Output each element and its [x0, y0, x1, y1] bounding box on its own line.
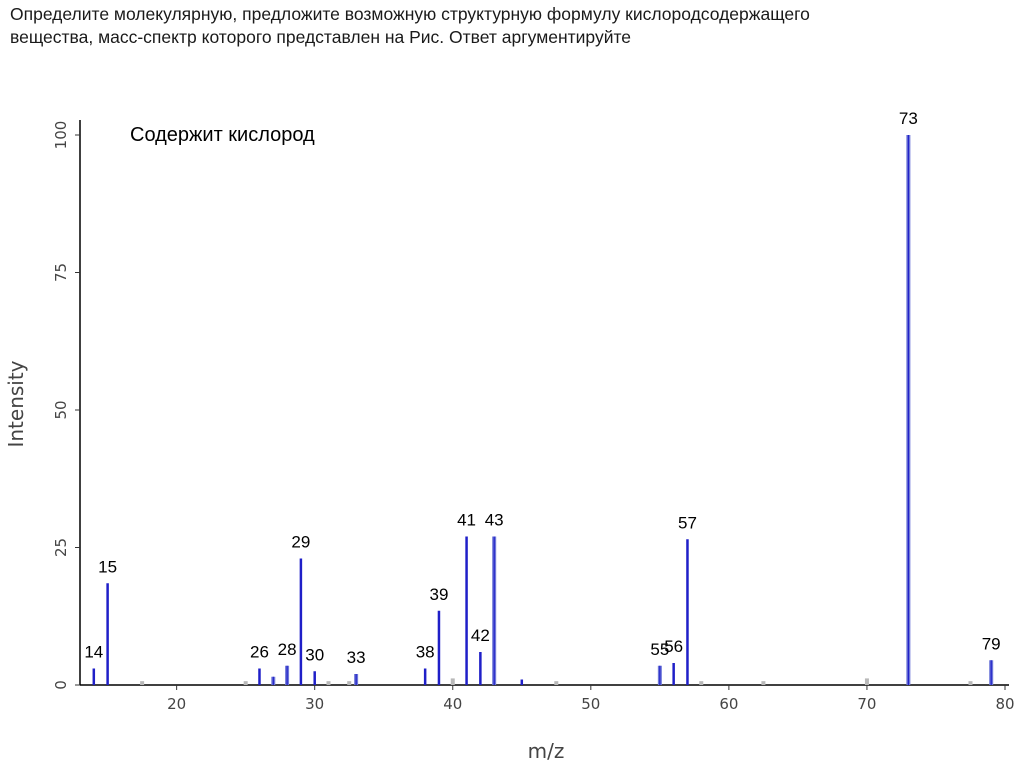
peak-label-28: 28	[278, 640, 297, 659]
peak-label-30: 30	[305, 645, 324, 664]
peak-45	[520, 679, 524, 685]
peak-label-29: 29	[291, 533, 310, 552]
peak-30	[313, 671, 316, 685]
faint-peak-17.5	[140, 681, 145, 685]
peak-label-41: 41	[457, 511, 476, 530]
peak-label-73: 73	[899, 109, 918, 128]
task-text: Определите молекулярную, предложите возм…	[10, 3, 1010, 49]
peak-label-79: 79	[982, 634, 1001, 653]
y-axis-label: Intensity	[4, 360, 28, 447]
y-tick-label-50: 50	[52, 400, 70, 419]
chart-axes: 20 30 40 50 60 70 80 0 25 50 75 100	[52, 120, 1015, 713]
peak-label-55: 55	[650, 640, 669, 659]
peak-core-73	[907, 135, 909, 685]
peak-label-42: 42	[471, 626, 490, 645]
x-tick-label-40: 40	[443, 695, 462, 713]
peak-core-55	[659, 665, 661, 685]
x-tick-label-70: 70	[857, 695, 876, 713]
y-tick-label-75: 75	[52, 263, 70, 282]
peak-38	[423, 668, 427, 685]
peak-label-15: 15	[98, 557, 117, 576]
peak-label-38: 38	[416, 643, 435, 662]
faint-peak-40	[450, 678, 455, 685]
peak-39	[437, 610, 441, 685]
faint-peaks	[140, 678, 973, 685]
faint-peak-32.5	[347, 681, 352, 685]
faint-peak-25	[243, 681, 248, 685]
peak-14	[92, 668, 96, 685]
peak-56	[672, 663, 675, 685]
x-tick-label-80: 80	[995, 695, 1014, 713]
peak-label-56: 56	[664, 637, 683, 656]
faint-peak-31	[326, 681, 331, 685]
faint-peak-62.5	[761, 681, 766, 685]
peak-core-28	[286, 665, 288, 685]
y-tick-label-25: 25	[52, 538, 70, 557]
task-line-1: Определите молекулярную, предложите возм…	[10, 4, 810, 24]
faint-peak-77.5	[968, 681, 973, 685]
x-tick-label-20: 20	[167, 695, 186, 713]
peak-15	[106, 583, 109, 685]
peak-42	[479, 652, 482, 685]
spectrum-peaks	[92, 135, 994, 685]
x-axis-label: m/z	[528, 739, 565, 763]
peak-label-39: 39	[429, 585, 448, 604]
x-tick-label-60: 60	[719, 695, 738, 713]
peak-core-33	[355, 674, 357, 685]
faint-peak-47.5	[554, 681, 559, 685]
peak-core-43	[493, 536, 495, 685]
x-tick-label-50: 50	[581, 695, 600, 713]
peak-41	[465, 536, 468, 685]
peak-29	[299, 558, 303, 685]
peak-label-26: 26	[250, 643, 269, 662]
peak-label-14: 14	[84, 643, 103, 662]
peak-core-27	[272, 676, 274, 685]
faint-peak-70	[864, 678, 869, 685]
task-line-2: вещества, масс-спектр которого представл…	[10, 27, 632, 47]
y-tick-label-100: 100	[52, 121, 70, 150]
oxygen-annotation: Содержит кислород	[130, 124, 315, 146]
peak-core-79	[990, 660, 992, 685]
peak-label-43: 43	[485, 511, 504, 530]
peak-26	[258, 668, 261, 685]
peak-label-33: 33	[347, 648, 366, 667]
x-tick-label-30: 30	[305, 695, 324, 713]
y-tick-label-0: 0	[52, 680, 70, 690]
faint-peak-58	[699, 681, 704, 685]
peak-57	[686, 539, 689, 685]
peak-label-57: 57	[678, 513, 697, 532]
